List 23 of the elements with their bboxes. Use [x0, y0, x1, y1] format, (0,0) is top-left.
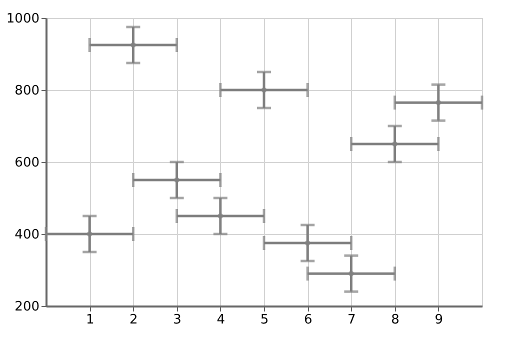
y-tick-label: 800: [14, 84, 40, 98]
point: [261, 87, 267, 93]
x-tick-label: 6: [304, 312, 312, 328]
point: [218, 213, 224, 219]
y-tick-label: 600: [14, 156, 40, 170]
point: [392, 141, 398, 147]
x-tick-label: 1: [86, 312, 94, 328]
point: [436, 100, 442, 106]
x-tick-label: 8: [391, 312, 400, 328]
y-tick-label: 1000: [6, 12, 40, 26]
point: [304, 240, 310, 246]
point: [86, 231, 92, 237]
x-tick-label: 2: [130, 312, 138, 328]
y-tick-label: 400: [14, 228, 40, 242]
point: [174, 177, 180, 183]
y-tick-label: 200: [14, 300, 40, 314]
x-tick-label: 7: [348, 312, 356, 328]
point: [130, 42, 136, 48]
point: [348, 270, 354, 276]
x-tick-label: 3: [173, 312, 182, 328]
x-tick-label: 5: [260, 312, 269, 328]
x-tick-label: 9: [434, 312, 444, 328]
x-tick-label: 4: [216, 312, 226, 328]
